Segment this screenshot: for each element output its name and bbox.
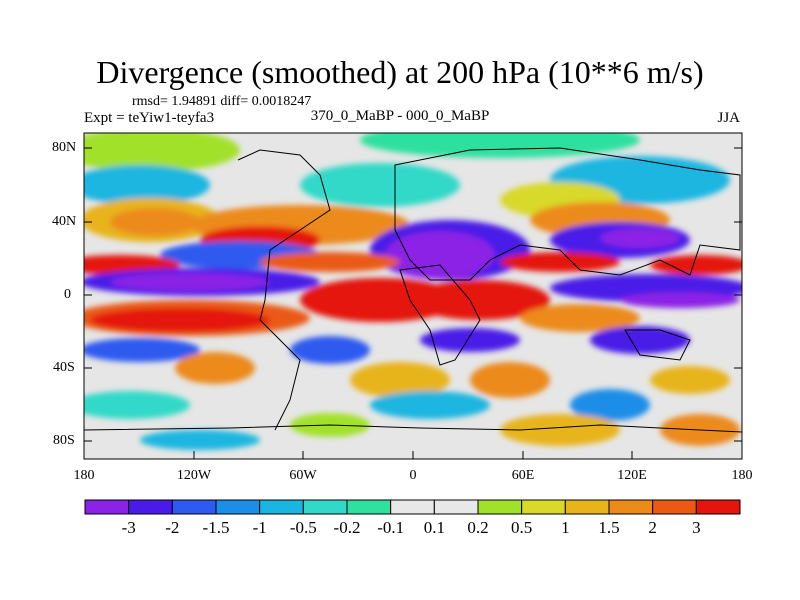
divergence-field	[84, 133, 742, 459]
colorbar-label: -2	[165, 518, 180, 537]
colorbar-label: 3	[692, 518, 701, 537]
colorbar-box	[608, 499, 654, 515]
colorbar-label: -3	[121, 518, 136, 537]
lon-label-120e: 120E	[617, 468, 647, 483]
comparison-label: 370_0_MaBP - 000_0_MaBP	[310, 108, 490, 124]
lon-label-0: 0	[409, 468, 417, 483]
lat-label-40s: 40S	[53, 360, 75, 375]
colorbar-box	[259, 499, 304, 515]
lat-label-0: 0	[64, 287, 71, 302]
colorbar-box	[346, 499, 392, 515]
lon-label-60w: 60W	[289, 468, 317, 483]
colorbar-box	[171, 499, 217, 515]
colorbar-label: -1	[252, 518, 267, 537]
experiment-label: Expt = teYiw1-teyfa3	[84, 110, 215, 126]
colorbar-label: 0.2	[467, 518, 489, 537]
colorbar-label: 1.5	[598, 518, 620, 537]
colorbar-box	[477, 499, 523, 515]
plot-title: Divergence (smoothed) at 200 hPa (10**6 …	[96, 54, 704, 90]
lat-label-80n: 80N	[52, 140, 77, 155]
colorbar-box	[652, 499, 697, 515]
colorbar-label: -0.2	[333, 518, 361, 537]
colorbar-box	[128, 499, 173, 515]
colorbar-label: 1	[561, 518, 570, 537]
colorbar-label: 2	[648, 518, 657, 537]
colorbar-box	[302, 499, 348, 515]
lon-label-120w: 120W	[176, 468, 212, 483]
colorbar-label: -1.5	[202, 518, 230, 537]
colorbar	[84, 499, 741, 515]
lon-label-180w: 180	[73, 468, 95, 483]
colorbar-box	[521, 499, 566, 515]
lat-label-80s: 80S	[53, 433, 75, 448]
colorbar-box	[433, 499, 479, 515]
colorbar-box	[84, 499, 130, 515]
rmsd-diff-stats: rmsd= 1.94891 diff= 0.0018247	[132, 94, 312, 109]
coastlines	[84, 147, 742, 433]
colorbar-box	[390, 499, 435, 515]
lon-label-60e: 60E	[511, 468, 535, 483]
colorbar-label: 0.5	[511, 518, 533, 537]
colorbar-box	[564, 499, 610, 515]
colorbar-label: -0.5	[289, 518, 317, 537]
lon-label-180e: 180	[731, 468, 753, 483]
colorbar-box	[215, 499, 261, 515]
colorbar-label: -0.1	[377, 518, 405, 537]
colorbar-box	[695, 499, 741, 515]
axis-ticks	[83, 147, 743, 459]
lat-label-40n: 40N	[52, 214, 77, 229]
season-label: JJA	[717, 110, 740, 126]
colorbar-label: 0.1	[423, 518, 445, 537]
